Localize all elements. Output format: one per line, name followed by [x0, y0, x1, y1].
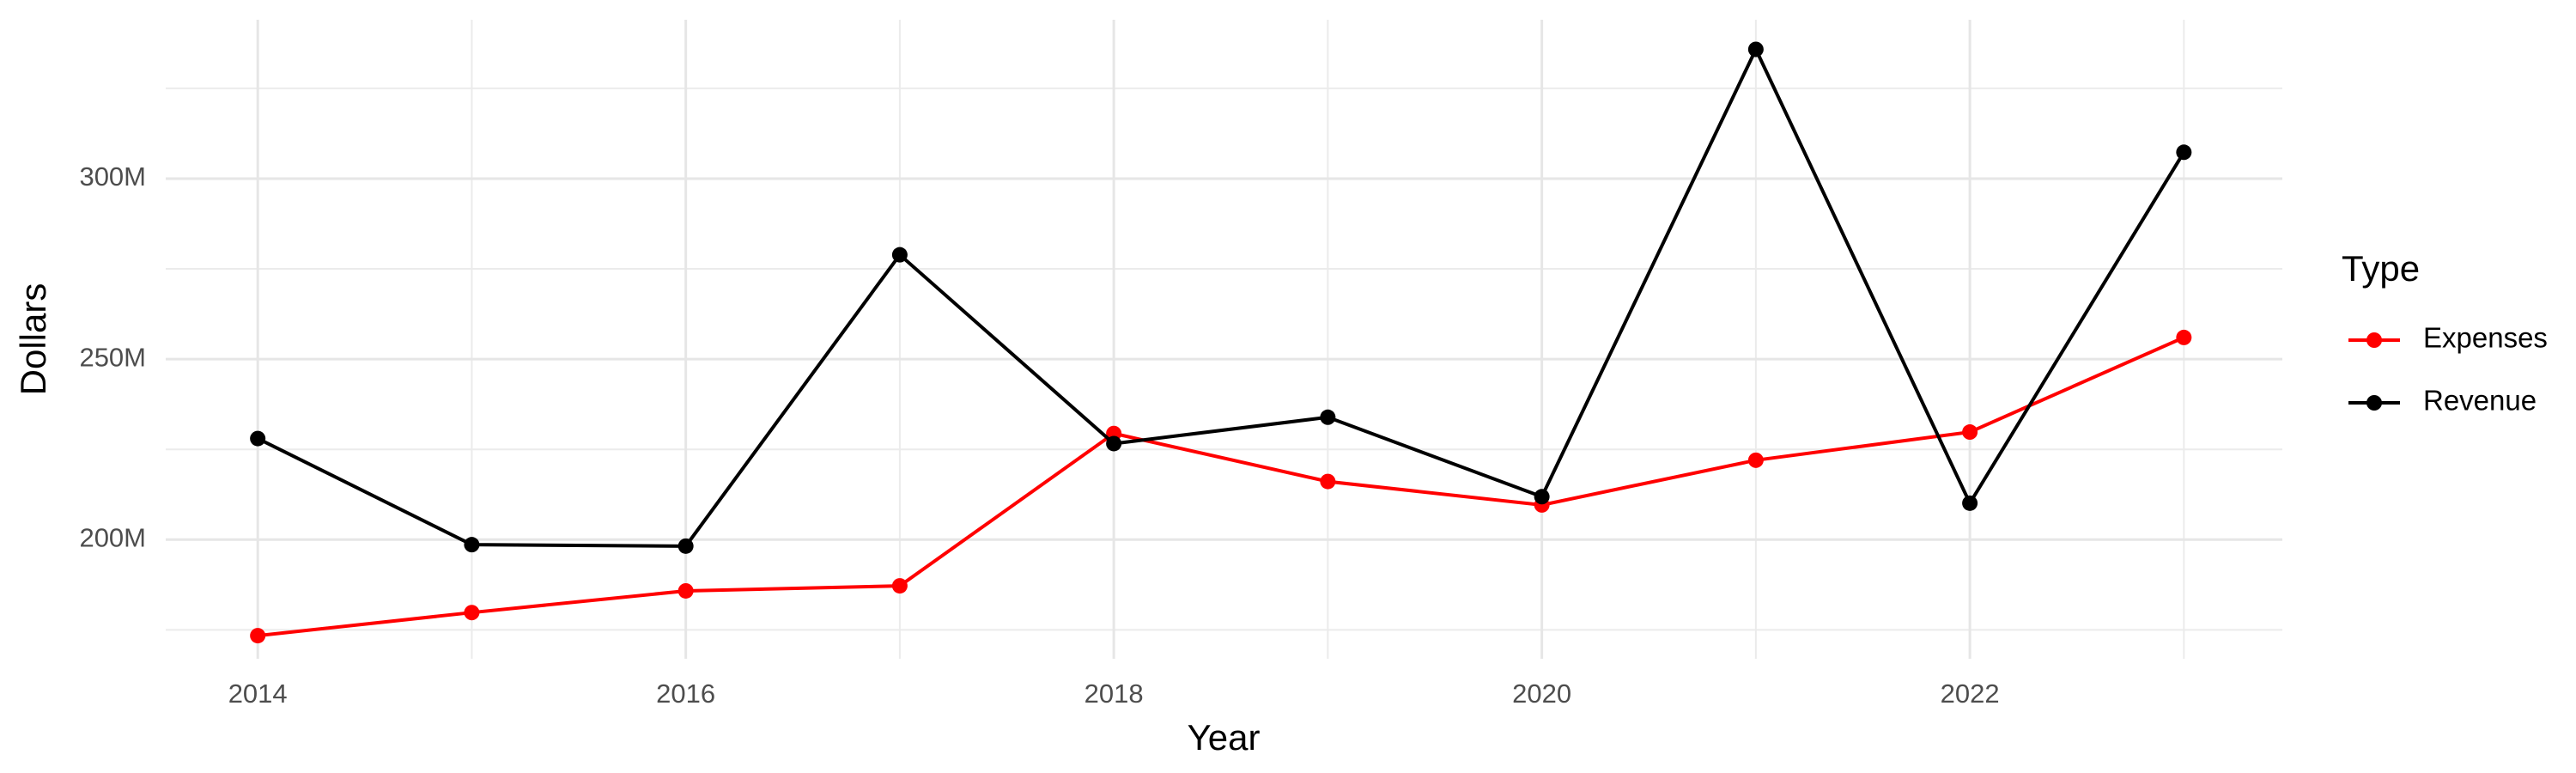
- data-point: [464, 605, 480, 621]
- data-point: [2176, 144, 2192, 161]
- x-tick-label: 2018: [1084, 679, 1144, 709]
- y-tick-label: 250M: [79, 342, 146, 372]
- data-point: [1320, 473, 1336, 490]
- data-point: [1320, 409, 1336, 425]
- data-point: [2176, 329, 2192, 345]
- legend-label: Expenses: [2423, 322, 2548, 354]
- data-point: [891, 247, 908, 263]
- data-point: [1962, 424, 1978, 441]
- data-point: [250, 430, 266, 447]
- data-point: [1747, 41, 1764, 58]
- y-axis-title: Dollars: [13, 283, 53, 396]
- data-point: [891, 578, 908, 594]
- legend-marker: [2366, 332, 2382, 348]
- x-axis-title: Year: [1188, 717, 1261, 758]
- x-tick-label: 2016: [656, 679, 715, 709]
- data-point: [677, 582, 694, 599]
- data-point: [1106, 435, 1122, 452]
- data-point: [464, 537, 480, 553]
- y-tick-label: 200M: [79, 522, 146, 552]
- legend-title: Type: [2342, 248, 2420, 289]
- data-point: [677, 538, 694, 554]
- legend-marker: [2366, 395, 2382, 411]
- data-point: [1534, 489, 1550, 505]
- x-tick-label: 2014: [228, 679, 288, 709]
- x-tick-label: 2020: [1512, 679, 1571, 709]
- series-line: [257, 336, 2185, 638]
- y-tick-label: 300M: [79, 161, 146, 192]
- data-point: [1962, 495, 1978, 511]
- legend-label: Revenue: [2423, 385, 2537, 417]
- data-point: [250, 628, 266, 644]
- data-point: [1747, 452, 1764, 468]
- series-line: [257, 45, 2186, 548]
- x-tick-label: 2022: [1941, 679, 2000, 709]
